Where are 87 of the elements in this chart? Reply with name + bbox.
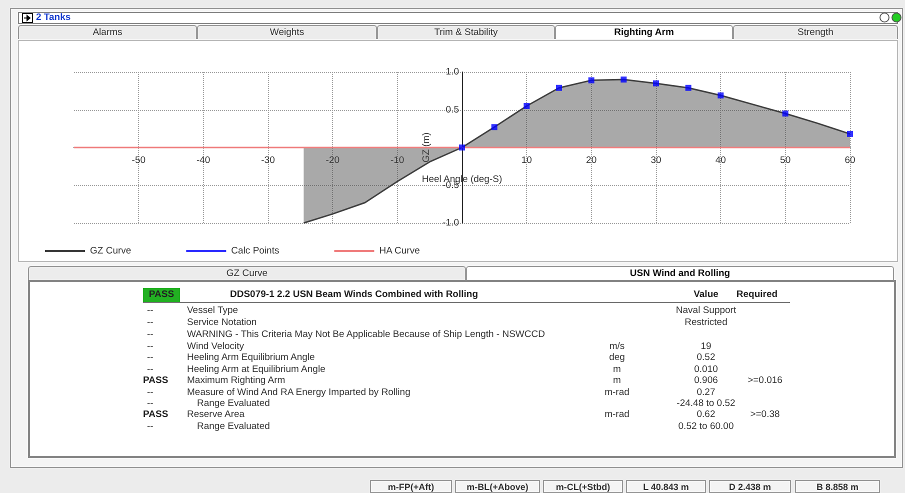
point — [491, 124, 498, 130]
point — [556, 84, 562, 91]
text: -- — [147, 352, 154, 364]
text: -- — [147, 398, 154, 410]
text: 2 Tanks — [36, 12, 71, 24]
point — [653, 80, 659, 86]
text: Maximum Righting Arm — [187, 375, 286, 387]
text: Wind Velocity — [187, 341, 244, 353]
text: 0.52 to 60.00 — [677, 421, 735, 433]
text: 0.62 — [696, 409, 716, 420]
text: Required — [736, 289, 778, 300]
text: WARNING - This Criteria May Not Be Applicable Because of Ship Length - NSWCCD — [187, 329, 545, 341]
x-tick-label: -50 — [132, 155, 146, 166]
x-tick-label: -40 — [196, 155, 210, 166]
text: m-FP(+Aft) — [370, 480, 452, 493]
text: m-rad — [604, 409, 630, 420]
text: m-rad — [604, 387, 630, 398]
text: PASS — [143, 289, 180, 301]
point — [782, 110, 788, 117]
text: D 2.438 m — [709, 480, 791, 493]
legend-label: Calc Points — [231, 246, 280, 256]
text: Range Evaluated — [197, 421, 270, 433]
text: -- — [147, 341, 154, 353]
y-axis-title: GZ (m) — [421, 132, 432, 163]
point — [847, 130, 853, 137]
x-tick-label: 30 — [650, 155, 662, 166]
text: Measure of Wind And RA Energy Imparted by Rolling — [187, 387, 410, 399]
text: L 40.843 m — [626, 480, 706, 493]
point — [685, 84, 692, 91]
text: Righting Arm — [555, 25, 733, 39]
point — [620, 76, 627, 83]
text: Restricted — [684, 317, 728, 329]
text: -- — [147, 421, 154, 433]
text: -24.48 to 0.52 — [676, 398, 736, 410]
text: Vessel Type — [187, 305, 238, 317]
point — [588, 77, 594, 84]
text: Value — [694, 289, 718, 300]
legend-label: HA Curve — [379, 246, 420, 256]
text: -- — [147, 364, 154, 376]
legend-label: GZ Curve — [90, 246, 132, 256]
y-tick-label: 1.0 — [446, 66, 459, 78]
text: -- — [147, 387, 154, 399]
text: 0.27 — [696, 387, 716, 398]
x-tick-label: 60 — [844, 155, 856, 166]
y-tick-label: -1.0 — [442, 218, 459, 228]
text: -- — [147, 305, 154, 317]
text: m/s — [609, 341, 625, 352]
x-tick-label: 40 — [715, 155, 726, 166]
point — [524, 102, 530, 109]
text: deg — [609, 352, 625, 363]
text: Naval Support — [674, 305, 738, 317]
text: >=0.38 — [750, 409, 780, 420]
text: m-CL(+Stbd) — [543, 480, 623, 493]
text: Weights — [197, 25, 377, 39]
text: GZ Curve — [28, 266, 466, 280]
x-tick-label: -10 — [390, 155, 404, 166]
text: DDS079-1 2.2 USN Beam Winds Combined with Rolling — [230, 289, 478, 301]
text: 0.010 — [694, 364, 718, 375]
text: m — [613, 364, 621, 375]
text: m-BL(+Above) — [455, 480, 540, 493]
x-tick-label: -30 — [261, 155, 275, 166]
point — [718, 92, 724, 98]
x-tick-label: 10 — [521, 155, 532, 166]
text: -- — [147, 329, 154, 341]
point — [459, 144, 465, 150]
x-tick-label: 50 — [780, 155, 791, 166]
text: 19 — [700, 341, 712, 352]
text: 0.52 — [696, 352, 716, 363]
text: Heeling Arm at Equilibrium Angle — [187, 364, 326, 376]
text: Trim & Stability — [377, 25, 555, 39]
text: m — [613, 375, 621, 386]
y-tick-label: 0.5 — [446, 104, 459, 116]
text: B 8.858 m — [795, 480, 880, 493]
x-tick-label: 20 — [586, 155, 597, 166]
text: Service Notation — [187, 317, 257, 329]
text: PASS — [143, 409, 168, 421]
text: Alarms — [18, 25, 197, 39]
text: USN Wind and Rolling — [466, 266, 894, 280]
x-tick-label: -20 — [326, 155, 340, 166]
text: >=0.016 — [748, 375, 782, 386]
text: PASS — [143, 375, 168, 387]
text: Reserve Area — [187, 409, 245, 421]
text: Heeling Arm Equilibrium Angle — [187, 352, 315, 364]
text: 0.906 — [694, 375, 718, 386]
text: Strength — [733, 25, 898, 39]
text: Range Evaluated — [197, 398, 270, 410]
text: -- — [147, 317, 154, 329]
